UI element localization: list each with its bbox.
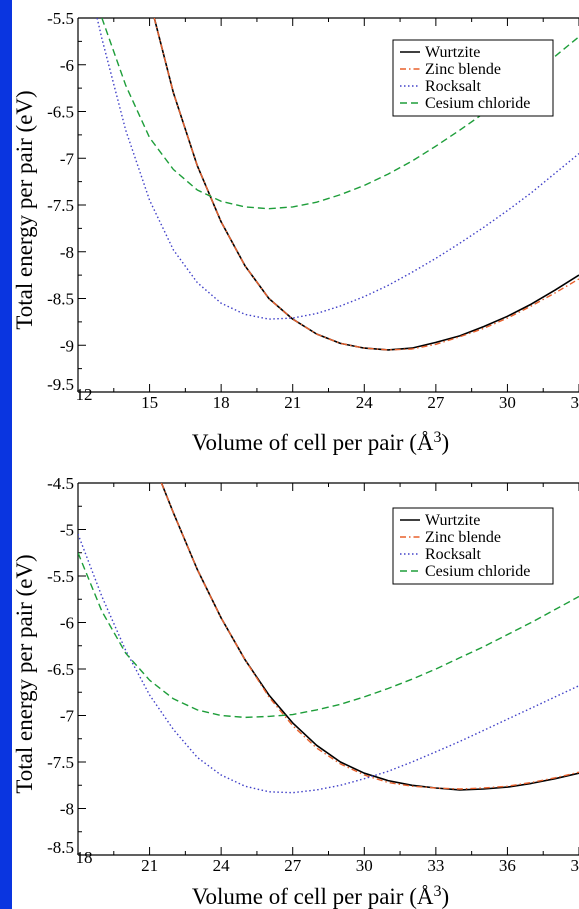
legend-label: Zinc blende xyxy=(425,61,501,78)
legend-label: Cesium chloride xyxy=(425,563,530,580)
y-tick-label: -7.5 xyxy=(47,196,74,215)
x-tick-label: 21 xyxy=(141,856,158,875)
series-line-wurtzite xyxy=(160,483,579,791)
x-tick-label: 12 xyxy=(76,385,93,404)
y-axis-label: Total energy per pair (eV) xyxy=(12,554,37,793)
x-axis-label: Volume of cell per pair (Å3) xyxy=(192,429,449,456)
y-tick-label: -4.5 xyxy=(47,474,74,493)
legend-label: Wurtzite xyxy=(425,512,480,529)
y-tick-label: -6 xyxy=(60,56,74,75)
series-line-cesium-chloride xyxy=(78,552,579,719)
y-tick-label: -5 xyxy=(60,521,74,540)
figure-background xyxy=(12,0,579,909)
y-tick-label: -8 xyxy=(60,800,74,819)
x-tick-label: 36 xyxy=(499,856,516,875)
legend-label: Rocksalt xyxy=(425,546,482,563)
legend-label: Rocksalt xyxy=(425,78,482,95)
y-tick-label: -8 xyxy=(60,243,74,262)
x-tick-label: 33 xyxy=(571,393,579,412)
chart-panel-2: 18 21 24 27 30 33 36 39 -8.5 -8 -7.5 -7 -6.5 -6 -5.5 -5… xyxy=(12,474,579,909)
x-tick-label: 18 xyxy=(76,848,93,867)
y-tick-label: -6.5 xyxy=(47,103,74,122)
chart-panel-1: 12 15 18 21 24 27 30 33 -9.5 -9 -8.5 -8 -7.5 -7 -6.5 -6… xyxy=(12,9,579,455)
legend-label: Wurtzite xyxy=(425,44,480,61)
y-tick-label: -7 xyxy=(60,149,75,168)
series-line-rocksalt xyxy=(96,18,579,320)
y-tick-label: -8.5 xyxy=(47,838,74,857)
x-tick-label: 24 xyxy=(356,393,374,412)
y-tick-label: -6 xyxy=(60,614,74,633)
legend-label: Cesium chloride xyxy=(425,95,530,112)
y-tick-label: -5.5 xyxy=(47,9,74,28)
y-tick-label: -6.5 xyxy=(47,660,74,679)
legend-label: Zinc blende xyxy=(425,529,501,546)
x-tick-label: 30 xyxy=(356,856,373,875)
x-tick-label: 24 xyxy=(213,856,231,875)
x-tick-label: 30 xyxy=(499,393,516,412)
x-tick-label: 21 xyxy=(284,393,301,412)
x-tick-label: 27 xyxy=(427,393,445,412)
y-tick-label: -7 xyxy=(60,707,75,726)
series-line-zinc-blende xyxy=(153,18,579,351)
x-tick-label: 27 xyxy=(284,856,302,875)
x-tick-label: 15 xyxy=(141,393,158,412)
y-axis-label: Total energy per pair (eV) xyxy=(12,90,37,329)
x-tick-label: 33 xyxy=(427,856,444,875)
series-line-rocksalt xyxy=(78,533,579,794)
y-tick-label: -8.5 xyxy=(47,290,74,309)
y-tick-label: -9.5 xyxy=(47,375,74,394)
series-line-zinc-blende xyxy=(160,483,579,790)
y-tick-label: -9 xyxy=(60,336,74,355)
y-tick-label: -5.5 xyxy=(47,567,74,586)
x-axis-label: Volume of cell per pair (Å3) xyxy=(192,883,449,909)
x-tick-label: 18 xyxy=(213,393,230,412)
y-tick-label: -7.5 xyxy=(47,753,74,772)
x-tick-label: 39 xyxy=(571,856,579,875)
